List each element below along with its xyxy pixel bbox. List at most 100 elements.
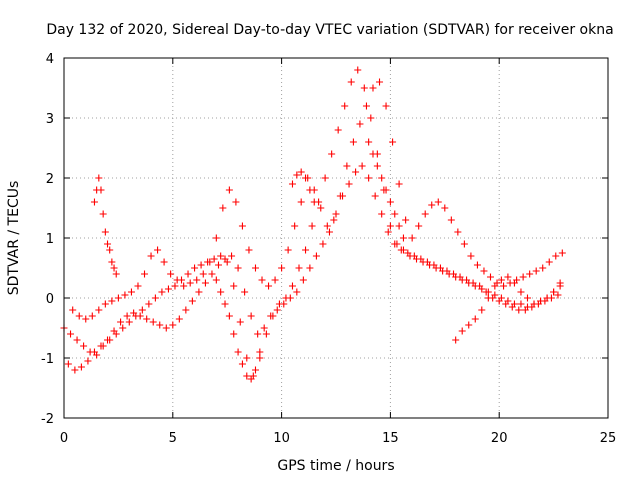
data-point (232, 198, 240, 206)
data-point (306, 264, 314, 272)
data-point (160, 258, 168, 266)
data-point (552, 252, 560, 260)
data-point (336, 192, 344, 200)
data-point (191, 264, 199, 272)
data-point (302, 174, 310, 182)
data-point (395, 180, 403, 188)
data-point (352, 168, 360, 176)
y-tick-label: -1 (41, 352, 54, 367)
data-point (502, 300, 510, 308)
data-point (373, 162, 381, 170)
data-point (378, 210, 386, 218)
data-point (247, 312, 255, 320)
data-point (247, 375, 255, 383)
y-tick-label: 0 (46, 292, 54, 307)
data-point (271, 276, 279, 284)
data-point (402, 216, 410, 224)
data-point (77, 363, 85, 371)
data-point (230, 282, 238, 290)
data-point (210, 255, 218, 263)
data-point (238, 222, 246, 230)
data-point (421, 210, 429, 218)
data-point (397, 246, 405, 254)
data-point (367, 114, 375, 122)
data-point (97, 342, 105, 350)
data-point (73, 336, 81, 344)
series-track-b (64, 162, 562, 374)
data-point (310, 198, 318, 206)
data-point (463, 276, 471, 284)
data-point (543, 294, 551, 302)
data-point (236, 318, 244, 326)
data-point (217, 288, 225, 296)
series-track-f (452, 273, 564, 344)
data-point (376, 78, 384, 86)
grid (64, 58, 608, 418)
data-point (238, 360, 246, 368)
data-point (550, 288, 558, 296)
data-point (532, 267, 540, 275)
data-point (447, 216, 455, 224)
data-point (206, 258, 214, 266)
data-point (225, 186, 233, 194)
data-point (169, 321, 177, 329)
data-point (428, 201, 436, 209)
series-track-g (288, 168, 318, 206)
data-point (391, 240, 399, 248)
series-track-a (60, 66, 564, 380)
data-point (64, 360, 72, 368)
data-point (308, 222, 316, 230)
data-point (434, 198, 442, 206)
data-point (332, 210, 340, 218)
data-point (554, 291, 562, 299)
data-point (221, 300, 229, 308)
data-point (382, 102, 390, 110)
data-point (80, 342, 88, 350)
data-point (484, 294, 492, 302)
data-point (197, 261, 205, 269)
data-point (537, 297, 545, 305)
data-point (125, 318, 133, 326)
data-point (349, 138, 357, 146)
data-point (193, 276, 201, 284)
data-point (473, 261, 481, 269)
data-point (67, 330, 75, 338)
data-point (297, 168, 305, 176)
data-point (369, 84, 377, 92)
data-point (149, 318, 157, 326)
data-point (188, 297, 196, 305)
data-point (143, 315, 151, 323)
x-tick-labels: 0 5 10 15 20 25 (60, 431, 616, 446)
data-point (104, 336, 112, 344)
data-point (84, 357, 92, 365)
data-point (75, 312, 83, 320)
data-point (171, 282, 179, 290)
data-point (173, 276, 181, 284)
data-point (450, 270, 458, 278)
data-point (306, 186, 314, 194)
data-point (164, 285, 172, 293)
data-point (523, 294, 531, 302)
data-point (325, 228, 333, 236)
axis-ticks (63, 57, 609, 419)
data-point (214, 261, 222, 269)
data-point (436, 264, 444, 272)
data-point (260, 324, 268, 332)
data-point (119, 324, 127, 332)
data-point (293, 288, 301, 296)
x-tick-label: 5 (169, 431, 177, 446)
data-point (219, 204, 227, 212)
data-point (106, 246, 114, 254)
data-point (195, 288, 203, 296)
data-point (90, 198, 98, 206)
data-point (108, 258, 116, 266)
series-track-h (365, 138, 407, 242)
data-point (117, 318, 125, 326)
data-point (145, 300, 153, 308)
data-point (358, 162, 366, 170)
data-point (228, 252, 236, 260)
data-point (312, 252, 320, 260)
data-point (356, 120, 364, 128)
y-axis-label: SDTVAR / TECUs (6, 181, 22, 296)
